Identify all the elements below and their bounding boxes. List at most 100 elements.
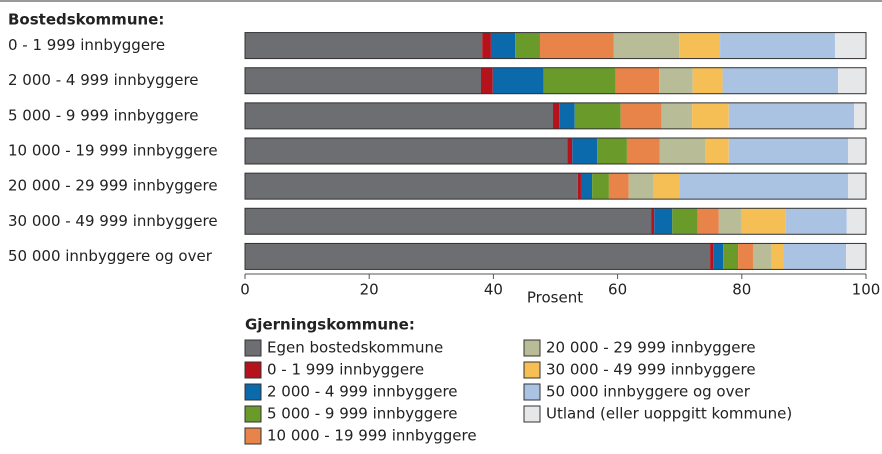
x-tick-label: 0 bbox=[240, 281, 250, 299]
legend-swatch bbox=[523, 405, 541, 423]
bar-segment bbox=[597, 138, 627, 164]
legend-label: Utland (eller uoppgitt kommune) bbox=[546, 405, 792, 423]
bar-segment bbox=[752, 243, 771, 270]
bar-segment bbox=[245, 138, 568, 164]
bar-segment bbox=[615, 67, 660, 94]
bar-segment bbox=[692, 67, 723, 94]
legend-title: Gjerningskommune: bbox=[245, 316, 415, 334]
legend-label: 2 000 - 4 999 innbyggere bbox=[267, 383, 458, 401]
bar-segment bbox=[515, 32, 540, 59]
legend-label: 0 - 1 999 innbyggere bbox=[267, 361, 424, 379]
bar-segment bbox=[785, 208, 847, 235]
bar-segment bbox=[567, 138, 573, 164]
bar-segment bbox=[245, 208, 652, 235]
bar-segment bbox=[245, 102, 554, 129]
bar-segment bbox=[710, 243, 714, 270]
x-tick-label: 80 bbox=[732, 281, 751, 299]
bar-segment bbox=[592, 173, 609, 200]
x-axis-title: Prosent bbox=[527, 289, 583, 307]
bar-outline bbox=[244, 207, 867, 235]
legend-swatch bbox=[523, 383, 541, 401]
bar-segment bbox=[738, 243, 753, 270]
bar-segment bbox=[846, 208, 866, 235]
bar-segment bbox=[482, 32, 491, 59]
x-tick-label: 20 bbox=[360, 281, 379, 299]
bar-segment bbox=[654, 208, 673, 235]
bar-segment bbox=[679, 173, 848, 200]
bar-segment bbox=[245, 32, 483, 59]
bar-segment bbox=[854, 102, 866, 129]
bar-outline bbox=[244, 172, 867, 200]
bar-segment bbox=[728, 138, 848, 164]
legend-swatch bbox=[244, 383, 262, 401]
category-label: 0 - 1 999 innbyggere bbox=[8, 36, 165, 54]
legend-swatch bbox=[244, 361, 262, 379]
x-tick-label: 100 bbox=[852, 281, 881, 299]
legend-label: 30 000 - 49 999 innbyggere bbox=[546, 361, 756, 379]
bar-segment bbox=[245, 243, 711, 270]
bar-segment bbox=[784, 243, 847, 270]
bar-outline bbox=[244, 32, 867, 60]
bar-segment bbox=[679, 32, 721, 59]
bar-segment bbox=[574, 102, 621, 129]
bar-segment bbox=[659, 67, 693, 94]
bar-segment bbox=[628, 173, 653, 200]
bar-outline bbox=[244, 67, 867, 95]
legend-swatch bbox=[523, 339, 541, 357]
bar-segment bbox=[559, 102, 575, 129]
legend-label: 20 000 - 29 999 innbyggere bbox=[546, 339, 756, 357]
bar-segment bbox=[838, 67, 866, 94]
bar-segment bbox=[720, 32, 835, 59]
bar-segment bbox=[692, 102, 729, 129]
category-label: 10 000 - 19 999 innbyggere bbox=[8, 142, 218, 160]
bar-segment bbox=[620, 102, 662, 129]
legend-swatch bbox=[244, 427, 262, 445]
bar-segment bbox=[728, 102, 855, 129]
legend-label: Egen bostedskommune bbox=[267, 339, 443, 357]
bar-segment bbox=[480, 67, 493, 94]
category-label: 2 000 - 4 999 innbyggere bbox=[8, 71, 199, 89]
legend-swatch bbox=[244, 405, 262, 423]
bar-segment bbox=[651, 208, 655, 235]
x-tick-label: 40 bbox=[484, 281, 503, 299]
bar-segment bbox=[705, 138, 729, 164]
bar-segment bbox=[652, 173, 680, 200]
bar-segment bbox=[770, 243, 785, 270]
bar-segment bbox=[697, 208, 719, 235]
bar-outline bbox=[244, 137, 867, 165]
bar-segment bbox=[613, 32, 680, 59]
category-label: 5 000 - 9 999 innbyggere bbox=[8, 106, 199, 124]
bar-segment bbox=[741, 208, 786, 235]
bar-segment bbox=[245, 173, 578, 200]
bar-segment bbox=[718, 208, 742, 235]
bar-segment bbox=[723, 243, 739, 270]
legend-label: 10 000 - 19 999 innbyggere bbox=[267, 427, 477, 445]
category-label: 30 000 - 49 999 innbyggere bbox=[8, 212, 218, 230]
bar-segment bbox=[492, 67, 544, 94]
bar-segment bbox=[713, 243, 724, 270]
bar-segment bbox=[490, 32, 516, 59]
legend-label: 5 000 - 9 999 innbyggere bbox=[267, 405, 458, 423]
bar-segment bbox=[572, 138, 598, 164]
bar-segment bbox=[847, 138, 866, 164]
bar-outline bbox=[244, 242, 867, 270]
bar-segment bbox=[672, 208, 698, 235]
bar-segment bbox=[722, 67, 839, 94]
bar-outline bbox=[244, 102, 867, 130]
bar-segment bbox=[659, 138, 706, 164]
bar-segment bbox=[553, 102, 560, 129]
bar-segment bbox=[847, 173, 866, 200]
category-label: 20 000 - 29 999 innbyggere bbox=[8, 177, 218, 195]
legend-swatch bbox=[523, 361, 541, 379]
bar-segment bbox=[580, 173, 593, 200]
bar-segment bbox=[846, 243, 866, 270]
category-axis-title: Bostedskommune: bbox=[8, 11, 164, 29]
bar-segment bbox=[539, 32, 614, 59]
bar-segment bbox=[577, 173, 581, 200]
bar-segment bbox=[608, 173, 629, 200]
bar-segment bbox=[661, 102, 693, 129]
legend-swatch bbox=[244, 339, 262, 357]
bar-segment bbox=[543, 67, 616, 94]
x-tick-label: 60 bbox=[608, 281, 627, 299]
